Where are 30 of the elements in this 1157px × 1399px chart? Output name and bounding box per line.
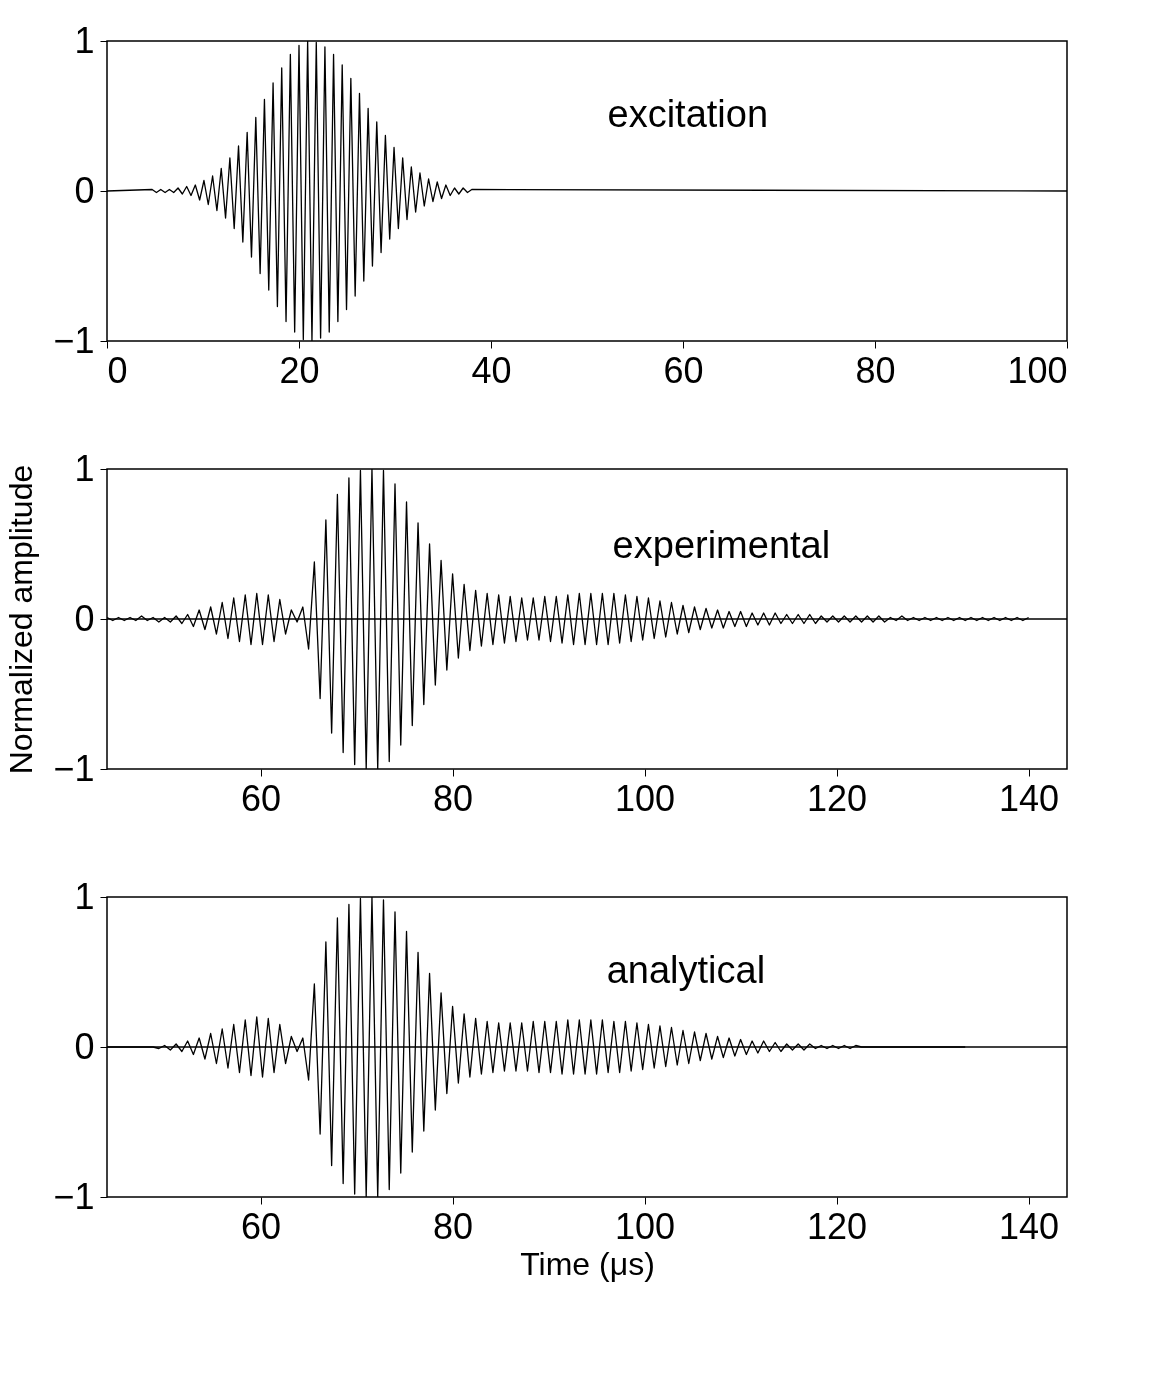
x-tick-label: 60 <box>241 1205 282 1247</box>
x-tick-label: 100 <box>1007 349 1068 391</box>
x-tick-label: 120 <box>807 1205 868 1247</box>
y-tick-label: 0 <box>74 1025 95 1067</box>
x-axis-title: Time (μs) <box>520 1245 655 1282</box>
annotation: experimental <box>612 524 831 566</box>
x-tick-label: 140 <box>999 1205 1060 1247</box>
y-tick-label: −1 <box>53 319 95 361</box>
annotation: analytical <box>606 949 766 991</box>
y-tick-label: 1 <box>74 19 95 61</box>
x-tick-label: 40 <box>471 349 512 391</box>
y-tick-label: −1 <box>53 1175 95 1217</box>
x-tick-label: 120 <box>807 777 868 819</box>
x-tick-label: 80 <box>855 349 896 391</box>
x-tick-label: 0 <box>107 349 128 391</box>
x-tick-label: 100 <box>615 777 676 819</box>
x-tick-label: 100 <box>615 1205 676 1247</box>
annotation: excitation <box>607 93 769 135</box>
x-tick-label: 80 <box>433 777 474 819</box>
x-tick-label: 20 <box>279 349 320 391</box>
y-tick-label: 0 <box>74 597 95 639</box>
y-tick-label: 1 <box>74 875 95 917</box>
y-tick-label: 1 <box>74 447 95 489</box>
x-tick-label: 140 <box>999 777 1060 819</box>
y-tick-label: 0 <box>74 169 95 211</box>
x-tick-label: 60 <box>663 349 704 391</box>
x-tick-label: 80 <box>433 1205 474 1247</box>
x-tick-label: 60 <box>241 777 282 819</box>
y-axis-title: Normalized amplitude <box>3 464 40 775</box>
y-tick-label: −1 <box>53 747 95 789</box>
